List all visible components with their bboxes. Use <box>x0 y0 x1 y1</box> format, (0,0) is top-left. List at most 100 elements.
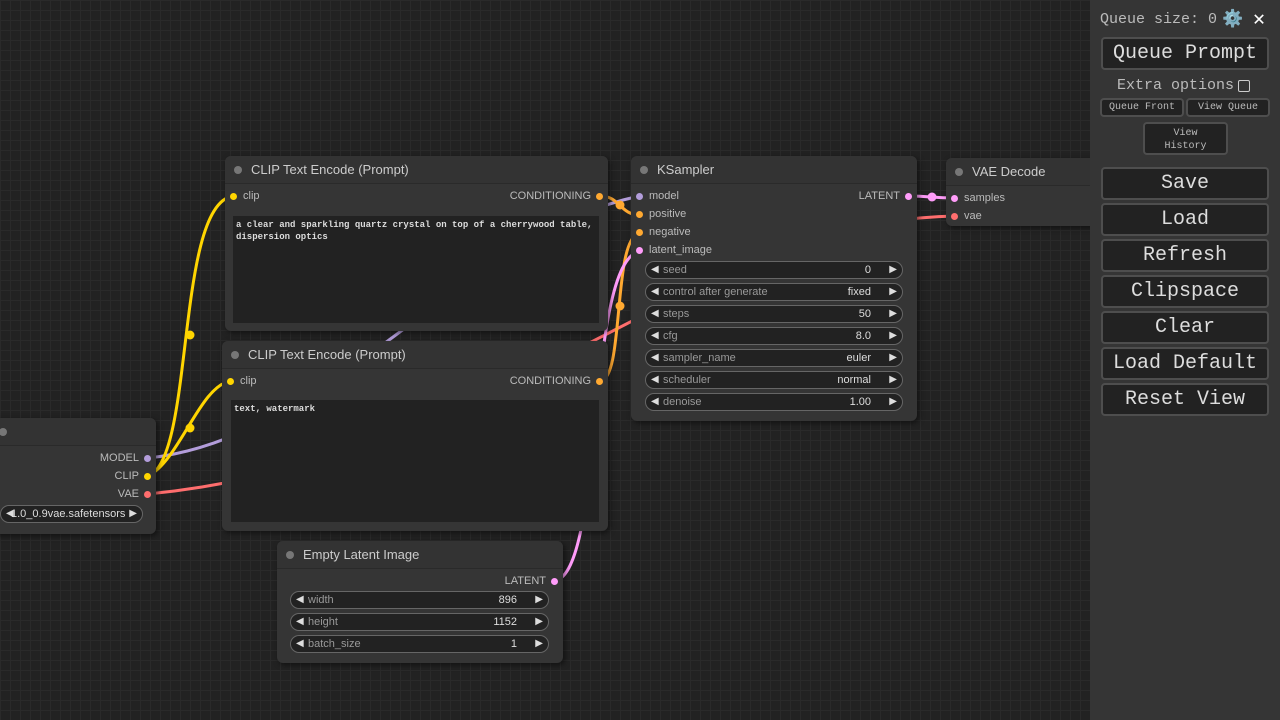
settings-icon[interactable]: ⚙️ <box>1222 11 1244 30</box>
input-label: clip <box>240 375 257 387</box>
widget-value: 50 <box>858 308 871 320</box>
extra-options-checkbox[interactable] <box>1238 80 1250 92</box>
output-dot <box>905 192 912 200</box>
right-arrow: ▶ <box>535 638 543 649</box>
menu-button[interactable]: Reset View <box>1101 383 1269 416</box>
output-label: VAE <box>117 488 139 500</box>
widget-name: width <box>308 594 334 606</box>
left-arrow: ◀ <box>651 330 659 341</box>
output-dot <box>144 490 151 498</box>
widget-value: 1.0_0.9vae.safetensors <box>11 508 126 520</box>
prompt-text[interactable]: text, watermark <box>231 400 599 522</box>
input-label: samples <box>964 192 1005 204</box>
node[interactable]: Empty Latent Image LATENT ◀ ▶ width 896 ◀ ▶ heig… <box>277 541 563 663</box>
left-arrow: ◀ <box>651 374 659 385</box>
link-center <box>615 200 625 210</box>
left-arrow: ◀ <box>651 352 659 363</box>
input-dot <box>636 246 643 254</box>
node[interactable]: KSampler model positive negative latent_imag… <box>631 156 917 421</box>
right-arrow: ▶ <box>889 374 897 385</box>
menu-button[interactable]: Refresh <box>1101 239 1269 272</box>
widget-name: scheduler <box>663 374 711 386</box>
input-dot <box>951 212 958 220</box>
widget[interactable]: ◀ ▶ width 896 <box>290 591 549 609</box>
node[interactable]: CLIP Text Encode (Prompt) clip CONDITIONIN… <box>222 341 608 531</box>
widget[interactable]: ◀ ▶ seed 0 <box>645 261 903 279</box>
right-arrow: ▶ <box>889 396 897 407</box>
menu-button[interactable]: Save <box>1101 167 1269 200</box>
link-center <box>927 192 937 202</box>
right-arrow: ▶ <box>889 352 897 363</box>
output-dot <box>596 377 603 385</box>
close-icon[interactable]: ✕ <box>1253 9 1266 32</box>
widget-value: 1.00 <box>849 396 871 408</box>
view-history-button[interactable]: View History <box>1143 122 1228 155</box>
widget[interactable]: ◀ ▶ scheduler normal <box>645 371 903 389</box>
widget-name: denoise <box>663 396 702 408</box>
node[interactable]: MODEL CLIP VAE ◀ ▶ 1.0_0.9vae.safetensors <box>0 418 156 534</box>
menu-button[interactable]: Clear <box>1101 311 1269 344</box>
input-dot <box>227 377 234 385</box>
output-dot <box>144 472 151 480</box>
queue-prompt-button[interactable]: Queue Prompt <box>1101 37 1269 70</box>
widget[interactable]: ◀ ▶ height 1152 <box>290 613 549 631</box>
right-arrow: ▶ <box>889 264 897 275</box>
link-center <box>615 301 625 311</box>
output-dot <box>596 192 603 200</box>
link-center <box>185 330 195 340</box>
node[interactable]: CLIP Text Encode (Prompt) clip CONDITIONIN… <box>225 156 608 331</box>
right-arrow: ▶ <box>889 286 897 297</box>
widget[interactable]: ◀ ▶ denoise 1.00 <box>645 393 903 411</box>
input-label: negative <box>649 226 691 238</box>
widget[interactable]: ◀ ▶ control after generate fixed <box>645 283 903 301</box>
node-title-bar <box>0 418 156 446</box>
input-label: clip <box>243 190 260 202</box>
left-arrow: ◀ <box>6 508 14 519</box>
prompt-text[interactable]: a clear and sparkling quartz crystal on … <box>233 216 599 323</box>
widget[interactable]: ◀ ▶ steps 50 <box>645 305 903 323</box>
menu-button[interactable]: Load Default <box>1101 347 1269 380</box>
menu-panel: Queue size: 0 ⚙️ ✕ Queue Prompt Extra op… <box>1090 0 1280 720</box>
right-arrow: ▶ <box>889 330 897 341</box>
widget[interactable]: ◀ ▶ sampler_name euler <box>645 349 903 367</box>
widget-name: cfg <box>663 330 678 342</box>
widget-value: euler <box>846 352 871 364</box>
input-dot <box>636 210 643 218</box>
widget-name: batch_size <box>308 638 361 650</box>
right-arrow: ▶ <box>535 594 543 605</box>
output-label: LATENT <box>858 190 900 202</box>
left-arrow: ◀ <box>651 396 659 407</box>
widget-value: 0 <box>864 264 871 276</box>
output-dot <box>144 454 151 462</box>
left-arrow: ◀ <box>651 308 659 319</box>
left-arrow: ◀ <box>651 264 659 275</box>
link-center <box>185 423 195 433</box>
output-dot <box>551 577 558 585</box>
menu-button[interactable]: Load <box>1101 203 1269 236</box>
widget-value: fixed <box>847 286 871 298</box>
output-label: CONDITIONING <box>509 190 591 202</box>
output-label: LATENT <box>504 575 546 587</box>
right-arrow: ▶ <box>889 308 897 319</box>
widget-value: 1 <box>510 638 517 650</box>
view-queue-button[interactable]: View Queue <box>1186 98 1270 117</box>
left-arrow: ◀ <box>296 616 304 627</box>
right-arrow: ▶ <box>129 508 137 519</box>
node-title: CLIP Text Encode (Prompt) <box>222 341 608 369</box>
input-dot <box>636 228 643 236</box>
widget[interactable]: ◀ ▶ 1.0_0.9vae.safetensors <box>0 505 143 523</box>
widget-name: sampler_name <box>663 352 736 364</box>
widget-name: seed <box>663 264 687 276</box>
input-label: latent_image <box>649 244 712 256</box>
widget[interactable]: ◀ ▶ batch_size 1 <box>290 635 549 653</box>
right-arrow: ▶ <box>535 616 543 627</box>
left-arrow: ◀ <box>296 594 304 605</box>
output-label: CLIP <box>114 470 139 482</box>
widget-name: control after generate <box>663 286 768 298</box>
menu-button[interactable]: Clipspace <box>1101 275 1269 308</box>
widget-name: height <box>308 616 338 628</box>
widget-value: 8.0 <box>855 330 871 342</box>
widget[interactable]: ◀ ▶ cfg 8.0 <box>645 327 903 345</box>
queue-front-button[interactable]: Queue Front <box>1100 98 1184 117</box>
